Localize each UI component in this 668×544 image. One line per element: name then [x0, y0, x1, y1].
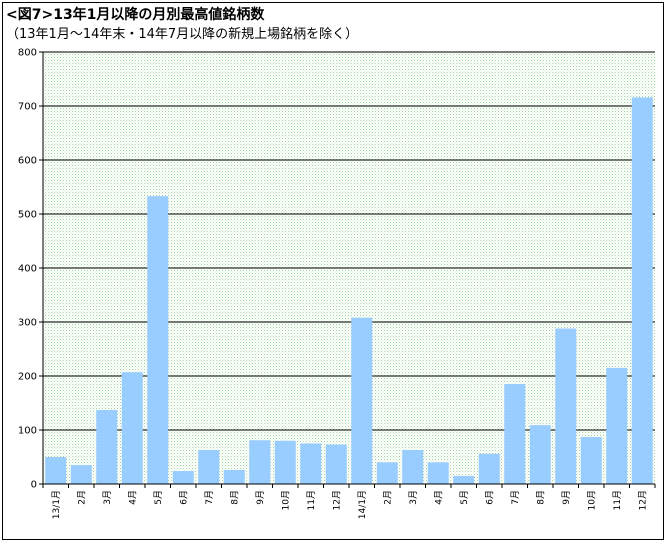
bar — [376, 462, 398, 484]
y-tick-label: 200 — [18, 372, 37, 383]
bar — [351, 317, 373, 484]
bar — [580, 437, 602, 484]
x-tick-label: 5月 — [153, 490, 164, 505]
x-tick-label: 6月 — [484, 490, 495, 505]
x-tick-label: 2月 — [76, 490, 87, 505]
x-tick-label: 12月 — [331, 490, 342, 510]
y-tick-label: 800 — [18, 48, 37, 59]
x-tick-label: 14/1月 — [357, 490, 368, 519]
bar — [198, 449, 220, 484]
bar — [529, 425, 551, 484]
y-tick-label: 600 — [18, 156, 37, 167]
bar — [249, 440, 271, 484]
x-tick-label: 8月 — [229, 490, 240, 505]
bar — [223, 469, 245, 484]
x-tick-label: 10月 — [280, 490, 291, 510]
bar — [402, 449, 424, 484]
bar — [274, 440, 296, 484]
y-tick-label: 100 — [18, 426, 37, 437]
x-tick-label: 9月 — [561, 490, 572, 505]
bar — [96, 410, 118, 484]
bar — [325, 444, 347, 484]
bar — [70, 465, 92, 484]
x-tick-label: 3月 — [408, 490, 419, 505]
x-tick-label: 6月 — [178, 490, 189, 505]
x-tick-label: 3月 — [102, 490, 113, 505]
bar — [606, 367, 628, 484]
bar — [478, 453, 500, 484]
bar — [427, 462, 449, 484]
x-tick-label: 9月 — [255, 490, 266, 505]
x-tick-label: 5月 — [459, 490, 470, 505]
x-tick-label: 4月 — [127, 490, 138, 505]
bar — [147, 196, 169, 484]
x-tick-label: 8月 — [535, 490, 546, 505]
x-tick-label: 4月 — [433, 490, 444, 505]
bar — [504, 384, 526, 484]
x-tick-label: 10月 — [586, 490, 597, 510]
bar — [631, 97, 653, 485]
x-tick-label: 12月 — [637, 490, 648, 510]
y-tick-label: 300 — [18, 318, 37, 329]
y-tick-label: 500 — [18, 210, 37, 221]
y-tick-label: 700 — [18, 102, 37, 113]
y-tick-label: 400 — [18, 264, 37, 275]
chart-subtitle: （13年1月～14年末・14年7月以降の新規上場銘柄を除く） — [6, 27, 359, 42]
bar — [45, 457, 67, 484]
chart-title: <図7>13年1月以降の月別最高値銘柄数 — [6, 7, 265, 23]
x-tick-label: 2月 — [382, 490, 393, 505]
bar — [172, 471, 194, 484]
bar — [555, 328, 577, 484]
x-tick-label: 7月 — [510, 490, 521, 505]
x-tick-label: 11月 — [306, 490, 317, 510]
y-tick-label: 0 — [31, 480, 37, 491]
bar — [300, 443, 322, 484]
x-tick-label: 7月 — [204, 490, 215, 505]
x-tick-label: 13/1月 — [51, 490, 62, 519]
x-tick-label: 11月 — [612, 490, 623, 510]
bar — [121, 372, 143, 484]
bar — [453, 475, 475, 484]
